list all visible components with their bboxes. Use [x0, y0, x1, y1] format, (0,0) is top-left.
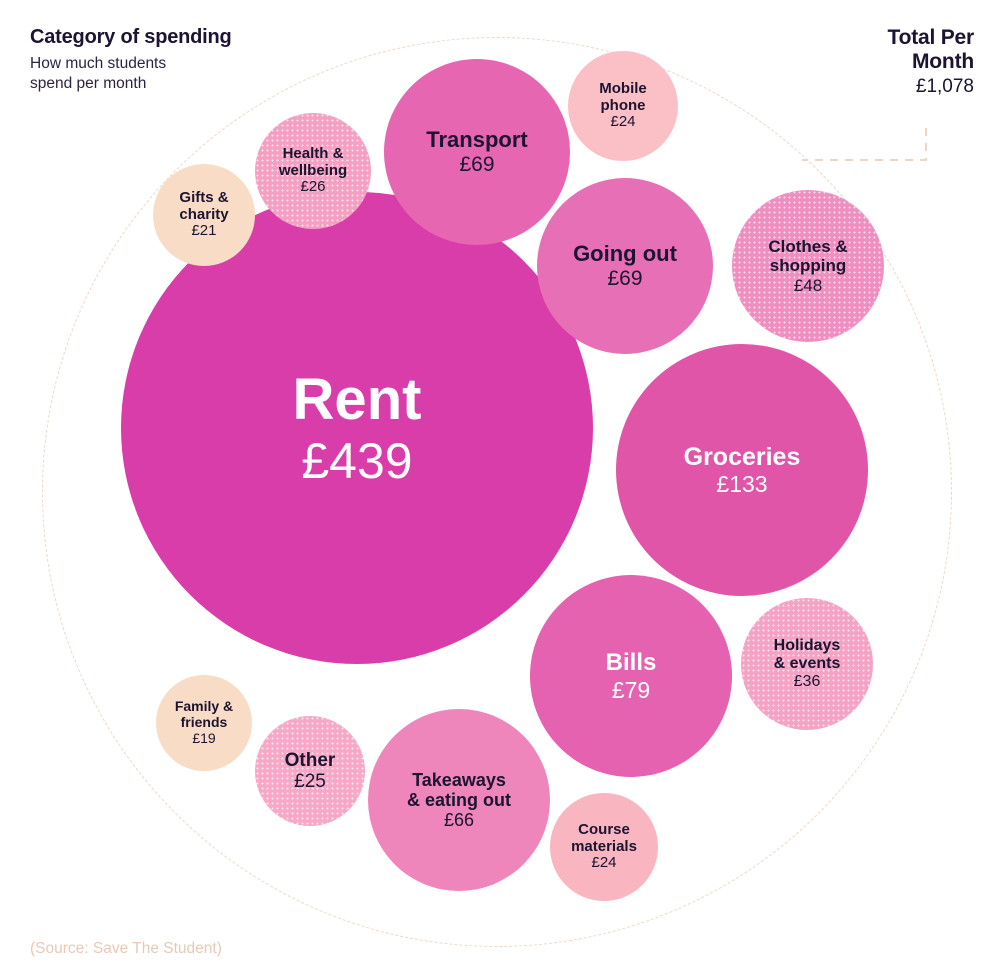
bubble-holidays-events[interactable]: Holidays & events £36	[741, 598, 873, 730]
bubble-text: Course materials £24	[565, 820, 643, 873]
bubble-label: Going out	[573, 240, 677, 266]
bubble-transport[interactable]: Transport £69	[384, 59, 570, 245]
bubble-course-materials[interactable]: Course materials £24	[550, 793, 658, 901]
bubble-value: £79	[611, 676, 651, 703]
bubble-value: £133	[716, 471, 768, 498]
container-dashed-circle	[42, 37, 952, 947]
source-note: (Source: Save The Student)	[30, 940, 222, 957]
bubble-value: £36	[793, 673, 821, 691]
chart-subtitle: How much students spend per month	[30, 55, 167, 92]
bubble-clothes-shopping[interactable]: Clothes & shopping £48	[732, 190, 884, 342]
total-label: Total Per Month	[887, 26, 975, 73]
bubble-text: Gifts & charity £21	[173, 188, 234, 241]
bubble-text: Going out £69	[567, 240, 683, 291]
bubble-text: Holidays & events £36	[768, 637, 847, 691]
bubble-value: £69	[459, 152, 495, 176]
bubble-text: Rent £439	[287, 367, 428, 489]
bubble-text: Health & wellbeing £26	[273, 144, 353, 197]
bubble-value: £48	[793, 275, 823, 295]
bubble-rent[interactable]: Rent £439	[121, 192, 593, 664]
bubble-text: Mobile phone £24	[593, 79, 653, 132]
bubble-label: Course materials	[571, 820, 637, 855]
total-value: £1,078	[915, 76, 974, 98]
bubble-label: Other	[284, 749, 336, 771]
bubble-label: Mobile phone	[599, 79, 647, 114]
bubble-gifts-charity[interactable]: Gifts & charity £21	[153, 164, 255, 266]
bubble-value: £21	[191, 222, 217, 240]
bubble-groceries[interactable]: Groceries £133	[616, 344, 868, 596]
bubble-text: Groceries £133	[678, 443, 807, 497]
bubble-label: Rent	[292, 366, 422, 432]
bubble-label: Bills	[605, 649, 657, 677]
bubble-label: Clothes & shopping	[768, 237, 848, 276]
bubble-value: £19	[192, 729, 216, 746]
bubble-going-out[interactable]: Going out £69	[537, 178, 713, 354]
bubble-label: Holidays & events	[773, 636, 841, 672]
bubble-label: Transport	[426, 126, 528, 152]
bubble-text: Bills £79	[600, 649, 663, 702]
bubble-text: Other £25	[279, 750, 342, 793]
chart-header: Category of spending How much students s…	[30, 26, 450, 94]
bubble-value: £66	[443, 810, 475, 831]
total-per-month-callout: Total Per Month £1,078	[888, 26, 975, 98]
bubble-label: Groceries	[683, 442, 801, 471]
bubble-bills[interactable]: Bills £79	[530, 575, 732, 777]
bubble-takeaways-eating-out[interactable]: Takeaways & eating out £66	[368, 709, 550, 891]
bubble-family-friends[interactable]: Family & friends £19	[156, 675, 252, 771]
bubble-value: £25	[294, 771, 326, 792]
bubble-text: Family & friends £19	[169, 698, 239, 746]
bubble-text: Clothes & shopping £48	[762, 237, 853, 295]
bubble-value: £24	[610, 113, 636, 131]
bubble-health-wellbeing[interactable]: Health & wellbeing £26	[255, 113, 371, 229]
page-title: Category of spending	[30, 26, 232, 48]
bubble-value: £439	[301, 432, 413, 489]
bubble-text: Transport £69	[420, 126, 533, 177]
bubble-label: Gifts & charity	[179, 188, 229, 223]
bubble-value: £69	[607, 266, 643, 290]
bubble-value: £26	[300, 178, 326, 196]
bubble-text: Takeaways & eating out £66	[401, 770, 517, 831]
bubble-mobile-phone[interactable]: Mobile phone £24	[568, 51, 678, 161]
bubble-label: Family & friends	[174, 698, 234, 731]
bubble-label: Health & wellbeing	[278, 144, 348, 179]
bubble-label: Takeaways & eating out	[407, 769, 511, 810]
bubble-value: £24	[591, 854, 617, 872]
bubble-other[interactable]: Other £25	[255, 716, 365, 826]
